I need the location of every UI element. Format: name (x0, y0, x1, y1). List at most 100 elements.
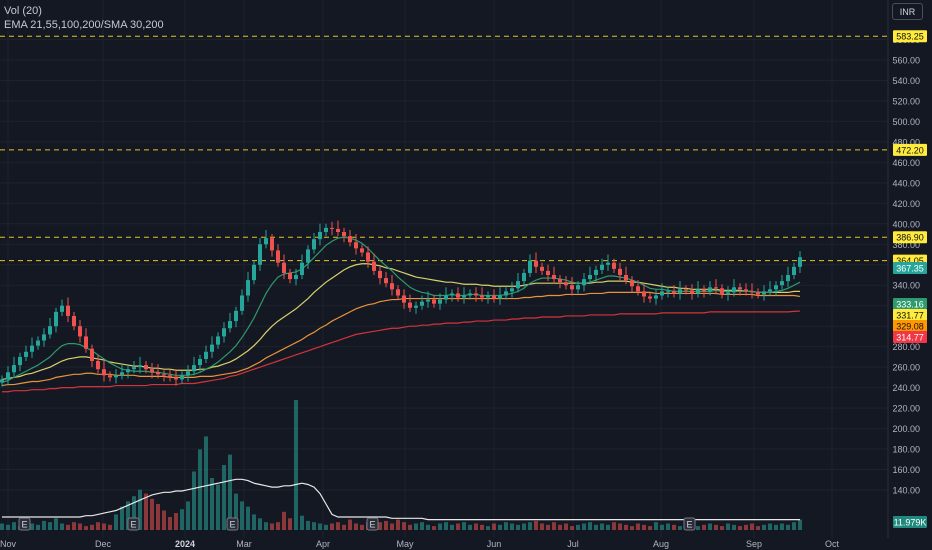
volume-bar (6, 524, 10, 530)
candle-body (30, 345, 34, 352)
candle-body (192, 365, 196, 372)
volume-bar (204, 436, 208, 530)
candle-body (660, 291, 664, 296)
volume-bar (582, 523, 586, 530)
candle-body (732, 287, 736, 293)
candle-body (240, 295, 244, 311)
candle-body (228, 321, 232, 329)
y-tick-label: 460.00 (892, 158, 920, 168)
candle-body (132, 367, 136, 370)
candle-body (108, 375, 112, 378)
indicator-legend[interactable]: EMA 21,55,100,200/SMA 30,200 (4, 19, 164, 31)
volume-bar (30, 523, 34, 530)
price-label-text: 367.35 (896, 264, 924, 274)
candle-body (84, 336, 88, 349)
volume-bar (588, 522, 592, 530)
alert-price-tag-text: 386.90 (896, 233, 924, 243)
candle-body (360, 248, 364, 253)
candle-body (774, 285, 778, 290)
volume-legend[interactable]: Vol (20) (4, 5, 42, 17)
volume-bar (126, 501, 130, 530)
price-axis (888, 0, 932, 550)
volume-bar (0, 523, 4, 530)
volume-bar (138, 489, 142, 530)
volume-bar (132, 496, 136, 530)
x-tick-label: Sep (746, 539, 762, 549)
candle-body (432, 299, 436, 304)
volume-bar (504, 522, 508, 530)
candle-body (216, 336, 220, 345)
earnings-marker-label: E (369, 520, 375, 530)
volume-bar (36, 524, 40, 530)
volume-bar (756, 526, 760, 530)
candle-body (210, 344, 214, 352)
price-label-tag: 314.77 (893, 331, 927, 343)
candle-body (624, 275, 628, 281)
price-label-tag: 331.77 (893, 309, 927, 321)
candle-body (102, 369, 106, 376)
volume-bar (222, 465, 226, 530)
candle-body (42, 334, 46, 341)
y-tick-label: 280.00 (892, 342, 920, 352)
candle-body (726, 292, 730, 295)
volume-bar (60, 523, 64, 530)
candle-body (402, 295, 406, 303)
candle-body (72, 315, 76, 327)
volume-bar (774, 524, 778, 530)
volume-bar (636, 523, 640, 530)
candle-body (420, 301, 424, 306)
candle-body (444, 295, 448, 300)
ema21-line (1, 236, 801, 384)
volume-bar (300, 515, 304, 530)
candle-body (738, 287, 742, 290)
volume-bar (378, 522, 382, 530)
candle-body (612, 262, 616, 269)
candle-body (462, 295, 466, 298)
volume-bar (666, 523, 670, 530)
x-tick-label: May (396, 539, 414, 549)
time-axis (0, 538, 932, 550)
candle-body (630, 280, 634, 287)
x-tick-label: 2024 (175, 539, 195, 549)
candle-body (768, 289, 772, 292)
candle-body (558, 279, 562, 283)
y-tick-label: 340.00 (892, 281, 920, 291)
x-tick-label: Apr (316, 539, 330, 549)
volume-bar (144, 493, 148, 530)
volume-bar (510, 523, 514, 530)
volume-bar (450, 524, 454, 530)
volume-bar (270, 523, 274, 530)
volume-bar (480, 524, 484, 530)
volume-bar (42, 520, 46, 530)
volume-bar (660, 524, 664, 530)
currency-button[interactable]: INR (892, 3, 923, 20)
earnings-marker-box (366, 517, 379, 531)
candle-body (570, 285, 574, 290)
volume-bar (792, 522, 796, 530)
candle-body (318, 232, 322, 240)
candle-body (636, 286, 640, 292)
candle-body (144, 365, 148, 370)
y-tick-label: 400.00 (892, 219, 920, 229)
volume-bar (462, 522, 466, 530)
candle-body (642, 291, 646, 297)
candle-body (90, 348, 94, 361)
y-tick-label: 480.00 (892, 137, 920, 147)
volume-bar (594, 524, 598, 530)
alert-price-tag-text: 472.20 (896, 145, 924, 155)
volume-bar (744, 524, 748, 530)
candle-body (258, 244, 262, 265)
volume-bar (90, 524, 94, 530)
volume-bar (240, 501, 244, 530)
volume-bar (306, 520, 310, 530)
candle-body (246, 280, 250, 296)
volume-bar (54, 518, 58, 530)
volume-bar (654, 522, 658, 530)
candle-body (762, 291, 766, 295)
price-label-bg (893, 309, 927, 321)
candle-body (66, 305, 70, 316)
x-tick-label: Oct (825, 539, 840, 549)
volume-bar (540, 523, 544, 530)
volume-bar (66, 524, 70, 530)
